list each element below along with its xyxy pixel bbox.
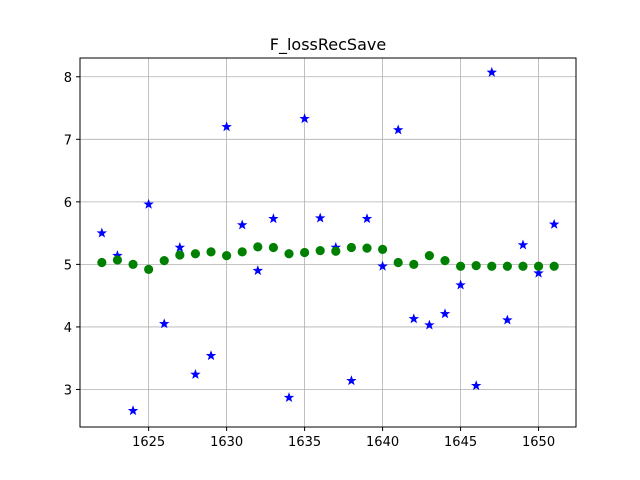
x-tick-label: 1645 <box>444 435 477 450</box>
star-data-point <box>548 218 560 229</box>
circle-data-point <box>206 247 216 257</box>
circle-data-point <box>471 261 481 271</box>
star-data-point <box>455 279 466 290</box>
circle-data-point <box>300 247 310 258</box>
star-data-point <box>439 308 451 319</box>
star-data-point <box>346 375 357 386</box>
circle-data-point <box>424 251 434 261</box>
star-data-point <box>159 318 170 329</box>
star-data-point <box>174 242 186 252</box>
star-data-point <box>502 314 513 325</box>
circle-data-point <box>362 243 372 253</box>
star-data-point <box>486 66 497 77</box>
star-data-point <box>96 227 108 238</box>
star-data-point <box>361 213 373 224</box>
x-tick-label: 1650 <box>522 435 555 450</box>
star-data-point <box>237 219 248 230</box>
star-data-point <box>533 267 544 278</box>
y-tick-label: 4 <box>64 321 72 336</box>
circle-data-point <box>487 261 497 271</box>
circle-data-point <box>377 244 388 254</box>
y-tick-label: 6 <box>64 196 72 211</box>
circle-data-point <box>268 242 279 253</box>
star-data-point <box>190 368 201 379</box>
y-axis: 3 4 5 6 7 8 <box>64 71 80 398</box>
circle-data-point <box>128 259 138 269</box>
circle-data-point <box>222 251 232 261</box>
star-data-point <box>470 380 482 391</box>
star-data-point <box>377 260 388 271</box>
star-data-point <box>283 392 295 403</box>
circle-data-point <box>518 261 528 271</box>
circle-data-point <box>393 257 403 268</box>
circle-data-point <box>502 261 512 271</box>
star-data-point <box>205 350 217 361</box>
circle-data-point <box>253 242 263 252</box>
circle-data-point <box>315 246 325 256</box>
star-data-point <box>252 265 264 276</box>
circle-data-point <box>237 247 247 257</box>
x-tick-label: 1635 <box>288 435 321 450</box>
axes-frame <box>79 57 577 428</box>
circle-data-point <box>409 259 419 269</box>
circle-data-point <box>284 249 294 259</box>
circle-data-point <box>455 261 466 271</box>
y-tick-label: 5 <box>64 258 72 273</box>
x-tick-label: 1640 <box>366 435 399 450</box>
star-data-point <box>392 124 404 135</box>
y-tick-label: 7 <box>64 133 72 148</box>
circle-data-point <box>533 261 544 271</box>
x-axis: 1625 1630 1635 1640 1645 1650 <box>132 427 555 450</box>
star-data-point <box>268 213 279 224</box>
star-data-point <box>517 239 529 250</box>
star-data-point <box>299 113 310 124</box>
x-tick-label: 1630 <box>210 435 243 450</box>
circle-data-point <box>144 264 154 274</box>
circle-data-point <box>331 246 341 256</box>
star-data-point <box>424 319 435 330</box>
circle-data-point <box>190 249 201 259</box>
y-tick-label: 3 <box>64 383 72 398</box>
circle-data-point <box>549 261 559 271</box>
star-data-point <box>127 405 139 416</box>
x-tick-label: 1625 <box>132 435 165 450</box>
circle-data-point <box>346 242 356 253</box>
circle-data-point <box>159 256 169 266</box>
star-data-point <box>143 198 154 209</box>
star-data-point <box>221 121 232 132</box>
circle-data-point <box>97 257 107 268</box>
star-data-point <box>408 313 419 324</box>
data-points <box>96 66 560 416</box>
circle-data-point <box>112 255 123 265</box>
y-tick-label: 8 <box>64 71 72 86</box>
circle-data-point <box>440 256 450 266</box>
circle-data-point <box>175 250 185 260</box>
gridlines <box>80 58 576 427</box>
chart-title: F_lossRecSave <box>270 35 386 55</box>
star-data-point <box>315 212 326 223</box>
